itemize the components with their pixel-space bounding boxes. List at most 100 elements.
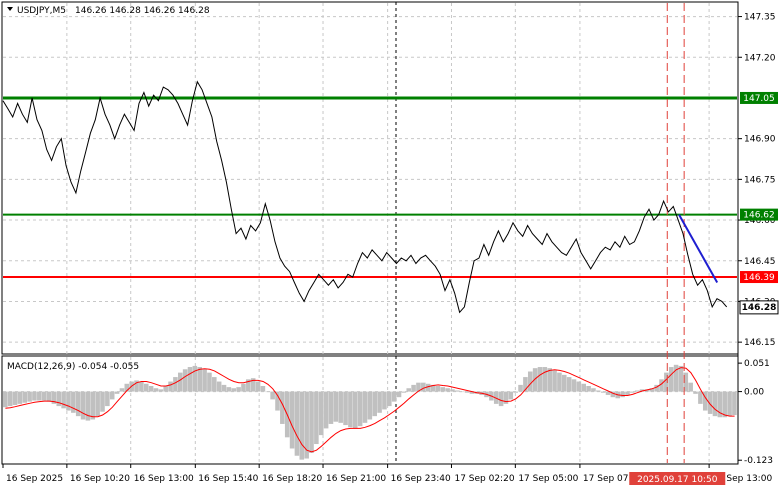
macd-histogram-bar	[664, 372, 669, 392]
macd-histogram-bar	[265, 391, 271, 393]
macd-histogram-bar	[51, 391, 57, 404]
macd-histogram-bar	[56, 391, 62, 407]
ohlc-values: 146.26 146.28 146.26 146.28	[75, 6, 210, 16]
macd-histogram-bar	[255, 381, 261, 392]
macd-tick-label: 0.00	[744, 388, 764, 398]
macd-histogram-bar	[114, 391, 120, 394]
macd-histogram-bar	[527, 371, 533, 392]
macd-tick-label: 0.051	[744, 359, 770, 369]
macd-histogram-bar	[440, 387, 446, 392]
macd-histogram-bar	[518, 384, 523, 392]
macd-histogram-bar	[333, 391, 339, 422]
macd-histogram-bar	[396, 391, 402, 398]
price-tick-label: 146.60	[744, 216, 776, 226]
trend-arrow-line[interactable]	[678, 214, 719, 283]
macd-histogram-bar	[177, 372, 183, 392]
macd-histogram-bar	[401, 391, 407, 393]
macd-histogram-bar	[212, 377, 217, 392]
macd-histogram-bar	[3, 391, 8, 408]
macd-histogram-bar	[425, 383, 431, 392]
macd-histogram-bar	[649, 388, 655, 392]
macd-histogram-bar	[639, 389, 645, 392]
macd-histogram-bar	[542, 367, 548, 392]
macd-histogram-bar	[513, 391, 518, 393]
time-gridlines	[66, 3, 710, 463]
macd-histogram-bar	[557, 372, 562, 392]
macd-histogram-bar	[95, 391, 100, 417]
macd-histogram-bar	[41, 391, 47, 401]
macd-histogram-bar	[352, 391, 358, 429]
current-price-tag: 146.28	[739, 300, 779, 315]
current-price-label: 146.28	[742, 303, 777, 313]
price-axis-ticks: 147.35 147.20 146.90 146.75 146.60 146.45 146.…	[738, 13, 776, 348]
macd-histogram-bar	[450, 389, 455, 392]
macd-histogram-bar	[328, 391, 334, 424]
macd-histogram-bar	[644, 389, 650, 392]
macd-histogram-bar	[143, 383, 149, 392]
macd-histogram-bar	[61, 391, 66, 409]
macd-histogram-bar	[22, 391, 28, 403]
price-tick-label: 146.15	[744, 338, 776, 348]
macd-histogram-bar	[372, 391, 377, 417]
price-pane[interactable]	[1, 1, 739, 355]
macd-histogram-bar	[37, 391, 42, 401]
macd-histogram-bar	[552, 370, 557, 392]
macd-histogram-bar	[85, 391, 91, 421]
time-tick-label: 17 Sep 13:00	[712, 474, 772, 484]
macd-histogram-bar	[105, 391, 110, 407]
symbol-label: USDJPY,M5	[17, 6, 66, 16]
macd-histogram-bar	[109, 391, 115, 400]
macd-histogram-bar	[158, 389, 164, 392]
macd-histogram-bar	[445, 388, 450, 392]
macd-histogram-bar	[411, 384, 416, 392]
macd-histogram-bar	[508, 391, 514, 400]
event-markers	[666, 3, 685, 463]
macd-histogram-bar	[581, 383, 587, 392]
macd-histogram-bar	[323, 391, 329, 429]
time-tick-label: 16 Sep 15:40	[198, 474, 258, 484]
price-series-line	[2, 80, 728, 314]
chart-header: USDJPY,M5 146.26 146.28 146.26 146.28	[7, 6, 210, 16]
macd-histogram-bar	[139, 381, 144, 392]
macd-histogram-bar	[12, 391, 18, 405]
macd-histogram-bar	[605, 391, 611, 395]
macd-histogram-bar	[202, 369, 207, 392]
macd-histogram-bar	[610, 391, 616, 398]
macd-histogram-bar	[299, 391, 305, 460]
macd-histogram-bar	[547, 368, 552, 392]
macd-histogram-bar	[173, 377, 178, 392]
time-axis-labels: 16 Sep 2025 16 Sep 10:20 16 Sep 13:00 16 Se…	[2, 464, 772, 485]
price-gridlines	[3, 16, 737, 343]
macd-histogram-bar	[75, 391, 81, 417]
macd-histogram-bar	[683, 372, 689, 392]
macd-histogram-bar	[727, 391, 732, 417]
macd-histogram-bar	[464, 391, 470, 393]
macd-histogram-bar	[348, 391, 353, 428]
support-resistance-levels[interactable]	[3, 96, 737, 279]
macd-histogram-bar	[314, 391, 319, 445]
triangle-down-icon[interactable]	[7, 7, 13, 11]
macd-histogram-bar	[338, 391, 343, 423]
macd-histogram-bar	[357, 391, 363, 427]
macd-histogram-bar	[119, 388, 125, 392]
macd-histogram-bar	[455, 390, 460, 392]
macd-histogram-bar	[231, 388, 237, 392]
level-price-labels: 147.05 146.62 146.39	[740, 91, 778, 284]
time-highlight-label: 2025.09.17 10:50	[637, 475, 718, 485]
macd-histogram-bar	[362, 391, 368, 423]
time-highlight-bg	[629, 472, 726, 485]
macd-histogram-bar	[182, 369, 188, 392]
macd-histogram-bar	[698, 391, 703, 404]
macd-histogram-bar	[387, 391, 392, 407]
macd-histogram-bar	[625, 391, 630, 395]
macd-histogram-bar	[246, 379, 251, 392]
macd-histogram-bar	[659, 379, 664, 392]
macd-histogram-bar	[673, 364, 679, 392]
macd-histogram-bar	[591, 388, 596, 392]
macd-histogram-bar	[732, 391, 737, 416]
macd-histogram-bar	[712, 391, 718, 417]
macd-histogram-bar	[221, 384, 227, 392]
time-tick-label: 17 Sep 02:20	[454, 474, 514, 484]
